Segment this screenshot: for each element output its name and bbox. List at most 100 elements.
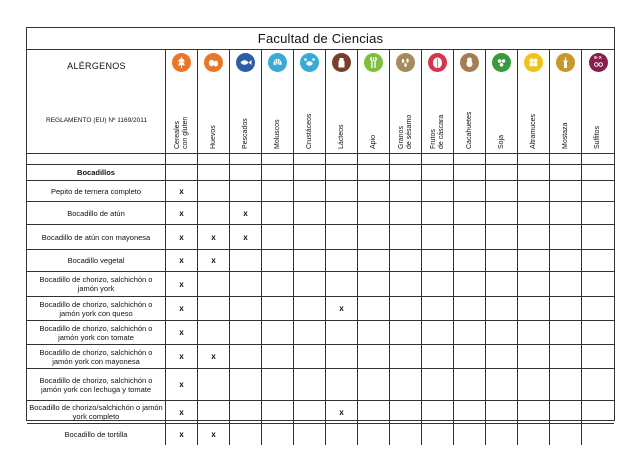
allergen-cell <box>198 202 230 224</box>
grid-line <box>549 153 550 181</box>
mustard-icon <box>556 53 575 72</box>
allergen-cell <box>358 424 390 445</box>
grid-line <box>357 153 358 181</box>
alergenos-label: ALÉRGENOS <box>67 61 126 71</box>
grid-line <box>485 153 486 181</box>
allergen-cell <box>262 345 294 368</box>
allergen-header-label: ALÉRGENOS REGLAMENTO (EU) Nº 1169/2011 <box>27 49 166 153</box>
allergen-cell <box>198 181 230 201</box>
allergen-name: Altramuces <box>530 114 538 149</box>
grid-line <box>453 153 454 181</box>
allergen-name-line: Granos <box>397 126 405 149</box>
allergen-cell <box>550 225 582 249</box>
allergen-cell <box>390 369 422 400</box>
allergen-cell <box>198 321 230 344</box>
allergen-cell <box>358 401 390 423</box>
peanut-icon <box>460 53 479 72</box>
allergen-cell <box>518 321 550 344</box>
allergen-cell <box>422 345 454 368</box>
allergen-cell <box>486 297 518 320</box>
allergen-cell <box>550 401 582 423</box>
allergen-cell <box>582 202 614 224</box>
item-name: Bocadillo de chorizo/salchichón o jamón … <box>27 401 166 423</box>
allergen-cell <box>230 424 262 445</box>
allergen-name-line: de sésamo <box>405 114 413 149</box>
item-name: Bocadillo de chorizo, salchichón o jamón… <box>27 297 166 320</box>
allergen-cell: x <box>166 424 198 445</box>
allergen-name-line: Crustáceos <box>305 113 313 149</box>
allergen-cell <box>582 321 614 344</box>
allergen-cell: x <box>198 225 230 249</box>
table-row: Bocadillo de chorizo, salchichón o jamón… <box>27 345 614 369</box>
allergen-cell <box>550 321 582 344</box>
allergen-cell: x <box>198 345 230 368</box>
allergen-cell <box>262 225 294 249</box>
allergen-cell <box>294 345 326 368</box>
allergen-name-line: Moluscos <box>273 119 281 149</box>
allergen-cell <box>582 424 614 445</box>
allergen-name: Apio <box>370 135 378 149</box>
allergen-cell <box>390 272 422 296</box>
allergen-cell <box>454 401 486 423</box>
allergen-cell <box>582 345 614 368</box>
allergen-cell <box>262 424 294 445</box>
table-row: Bocadillo de chorizo, salchichón o jamón… <box>27 297 614 321</box>
allergen-cell <box>294 250 326 271</box>
allergen-cell <box>486 272 518 296</box>
allergen-cell: x <box>166 401 198 423</box>
allergen-cell <box>486 202 518 224</box>
allergen-cell <box>262 321 294 344</box>
allergen-cell <box>230 369 262 400</box>
allergen-cell: x <box>198 250 230 271</box>
allergen-cell <box>518 424 550 445</box>
allergen-cell <box>454 424 486 445</box>
allergen-cell <box>454 202 486 224</box>
table-row: Bocadillo de chorizo, salchichón o jamón… <box>27 369 614 401</box>
allergen-cell <box>518 369 550 400</box>
allergen-column: Pescados <box>230 49 262 153</box>
allergen-cell <box>326 424 358 445</box>
allergen-cell <box>358 250 390 271</box>
allergen-cell <box>550 250 582 271</box>
allergen-name: Crustáceos <box>306 114 314 149</box>
allergen-cell <box>294 225 326 249</box>
allergen-cell <box>550 181 582 201</box>
allergen-column: Mostaza <box>550 49 582 153</box>
allergen-cell <box>294 424 326 445</box>
allergen-cell <box>422 202 454 224</box>
allergen-column: Soja <box>486 49 518 153</box>
allergen-cell <box>294 401 326 423</box>
lupin-icon <box>524 53 543 72</box>
allergen-cell <box>294 202 326 224</box>
allergen-cell <box>486 345 518 368</box>
allergen-cell <box>294 369 326 400</box>
allergen-cell <box>454 225 486 249</box>
allergen-cell <box>262 401 294 423</box>
allergen-cell <box>582 250 614 271</box>
grid-line <box>325 153 326 181</box>
shell-icon <box>268 53 287 72</box>
allergen-column: Altramuces <box>518 49 550 153</box>
allergen-column: Moluscos <box>262 49 294 153</box>
item-name: Bocadillo de chorizo, salchichón o jamón… <box>27 272 166 296</box>
allergen-cell <box>454 297 486 320</box>
allergen-cell <box>230 297 262 320</box>
item-name: Bocadillo de chorizo, salchichón o jamón… <box>27 369 166 400</box>
celery-icon <box>364 53 383 72</box>
allergen-cell <box>422 181 454 201</box>
allergen-cell <box>198 369 230 400</box>
allergen-cell: x <box>166 369 198 400</box>
allergen-cell: x <box>230 202 262 224</box>
allergen-cell <box>518 401 550 423</box>
allergen-cell <box>294 181 326 201</box>
allergen-cell <box>262 250 294 271</box>
allergen-cell <box>262 181 294 201</box>
section-label: Bocadillos <box>27 165 166 180</box>
allergen-cell <box>582 369 614 400</box>
allergen-cell <box>486 424 518 445</box>
allergen-cell <box>422 321 454 344</box>
allergen-cell: x <box>166 202 198 224</box>
item-name: Bocadillo de atún con mayonesa <box>27 225 166 249</box>
nut-icon <box>428 53 447 72</box>
allergen-column: Lácteos <box>326 49 358 153</box>
